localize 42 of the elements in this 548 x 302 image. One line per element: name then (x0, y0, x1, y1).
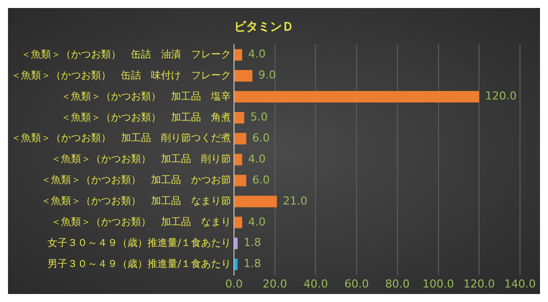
y-tick-label: ＜魚類＞（かつお類） 加工品 角煮 (61, 111, 231, 124)
x-tick-label: 80.0 (385, 277, 410, 290)
y-tick-label: ＜魚類＞（かつお類） 缶詰 油漬 フレーク (21, 48, 231, 60)
x-tick-label: 60.0 (344, 277, 369, 290)
y-tick-label: ＜魚類＞（かつお類） 加工品 なまり節 (41, 195, 231, 208)
x-tick-label: 120.0 (463, 277, 495, 290)
y-tick-label: 男子３０～４９（歳）推進量/１食あたり (48, 258, 231, 270)
data-label: 6.0 (252, 173, 270, 186)
bar (234, 49, 242, 61)
x-tick-label: 140.0 (504, 277, 536, 290)
y-tick-label: 女子３０～４９（歳）推進量/１食あたり (48, 236, 231, 249)
data-label: 21.0 (282, 194, 308, 208)
x-tick-label: 0.0 (225, 277, 243, 290)
y-tick-label: ＜魚類＞（かつお類） 加工品 削り節つくだ煮 (11, 132, 231, 144)
y-tick-label: ＜魚類＞（かつお類） 缶詰 味付け フレーク (11, 69, 231, 82)
bar (234, 70, 252, 82)
data-label: 4.0 (248, 215, 266, 228)
data-label: 4.0 (248, 152, 266, 166)
y-tick-label: ＜魚類＞（かつお類） 加工品 削り節 (51, 153, 231, 166)
data-label: 4.0 (248, 48, 266, 61)
bar (234, 91, 480, 103)
bar (234, 132, 246, 144)
y-tick-label: ＜魚類＞（かつお類） 加工品 なまり (51, 216, 231, 228)
bar (234, 174, 246, 186)
bar (234, 238, 238, 250)
y-tick-label: ＜魚類＞（かつお類） 加工品 塩辛 (61, 90, 231, 102)
chart-title: ビタミンＤ (234, 19, 294, 34)
bar (234, 154, 242, 166)
data-label: 1.8 (244, 257, 262, 270)
x-tick-label: 20.0 (262, 277, 288, 290)
data-label: 1.8 (244, 236, 262, 250)
bar (234, 196, 277, 208)
bar (234, 258, 238, 270)
data-label: 6.0 (252, 132, 270, 145)
data-label: 9.0 (258, 68, 276, 82)
data-label: 120.0 (485, 90, 517, 103)
x-tick-label: 100.0 (422, 277, 454, 290)
data-label: 5.0 (250, 110, 268, 124)
bar (234, 216, 242, 228)
x-tick-label: 40.0 (303, 277, 328, 290)
y-tick-label: ＜魚類＞（かつお類） 加工品 かつお節 (41, 174, 231, 186)
bar (234, 112, 244, 124)
